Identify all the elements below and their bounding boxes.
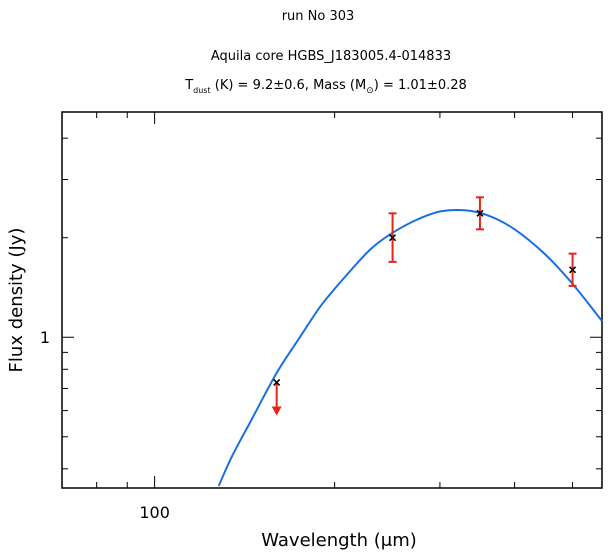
axis-ticks <box>62 112 602 488</box>
mass-value: ) = 1.01±0.28 <box>374 78 467 93</box>
data-point <box>475 196 484 231</box>
plot-frame <box>61 111 603 489</box>
tdust-prefix: T <box>184 78 193 93</box>
tick-labels: 100 1 <box>40 328 170 522</box>
point-marker <box>389 234 397 242</box>
data-point <box>271 378 282 416</box>
y-tick-label: 1 <box>40 328 50 347</box>
chart-title: run No 303 <box>282 9 355 24</box>
upper-limit-arrow <box>271 406 282 416</box>
x-axis-label: Wavelength (μm) <box>261 530 417 551</box>
x-tick-label: 100 <box>139 503 170 522</box>
model-curve <box>217 209 603 487</box>
tdust-subscript: dust <box>193 86 210 95</box>
chart-params: Tdust (K) = 9.2±0.6, Mass (M⊙) = 1.01±0.… <box>184 78 467 96</box>
tdust-value: (K) = 9.2±0.6, Mass (M <box>211 78 367 93</box>
model-curve-line <box>217 209 603 487</box>
y-axis-label: Flux density (Jy) <box>6 228 27 373</box>
mass-subscript: ⊙ <box>366 86 374 96</box>
point-marker <box>273 378 281 387</box>
point-marker <box>476 209 484 217</box>
chart-subtitle: Aquila core HGBS_J183005.4-014833 <box>211 49 451 64</box>
point-marker <box>569 266 577 274</box>
data-point <box>388 212 397 263</box>
data-point <box>568 252 577 287</box>
data-points <box>271 196 577 416</box>
